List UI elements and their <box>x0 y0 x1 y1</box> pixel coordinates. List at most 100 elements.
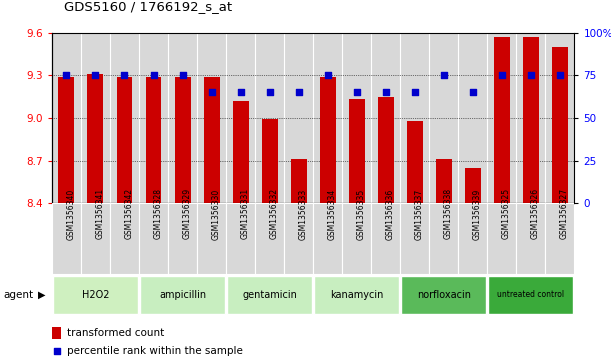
Bar <box>117 77 133 203</box>
Bar <box>552 47 568 203</box>
Bar <box>255 203 284 274</box>
Text: kanamycin: kanamycin <box>330 290 383 300</box>
Bar <box>227 276 312 314</box>
Text: GSM1356330: GSM1356330 <box>211 188 221 240</box>
Text: percentile rank within the sample: percentile rank within the sample <box>67 346 243 356</box>
Bar <box>255 33 284 203</box>
Bar <box>458 203 488 274</box>
Bar <box>516 203 546 274</box>
Point <box>410 90 420 95</box>
Point <box>352 90 362 95</box>
Text: GSM1356339: GSM1356339 <box>473 188 481 240</box>
Bar <box>53 276 138 314</box>
Text: gentamicin: gentamicin <box>242 290 297 300</box>
Bar <box>488 203 516 274</box>
Bar <box>407 121 423 203</box>
Bar <box>233 101 249 203</box>
Point <box>468 90 478 95</box>
Text: untreated control: untreated control <box>497 290 565 299</box>
Bar <box>203 77 219 203</box>
Bar <box>110 203 139 274</box>
Bar <box>226 203 255 274</box>
Bar <box>465 168 481 203</box>
Bar <box>291 159 307 203</box>
Bar <box>52 203 81 274</box>
Bar <box>401 276 486 314</box>
Text: transformed count: transformed count <box>67 328 164 338</box>
Bar <box>523 37 539 203</box>
Text: GSM1356334: GSM1356334 <box>327 188 337 240</box>
Bar <box>175 77 191 203</box>
Point <box>62 72 71 78</box>
Text: GSM1356325: GSM1356325 <box>502 188 511 240</box>
Text: GSM1356326: GSM1356326 <box>531 188 540 240</box>
Point <box>439 72 448 78</box>
Bar <box>516 33 546 203</box>
Bar <box>342 203 371 274</box>
Bar <box>81 203 110 274</box>
Bar <box>314 276 400 314</box>
Text: norfloxacin: norfloxacin <box>417 290 470 300</box>
Bar <box>284 33 313 203</box>
Bar <box>400 33 429 203</box>
Text: GSM1356329: GSM1356329 <box>183 188 191 240</box>
Bar <box>458 33 488 203</box>
Bar <box>262 119 277 203</box>
Point <box>555 72 565 78</box>
Text: GSM1356328: GSM1356328 <box>153 188 163 239</box>
Bar <box>313 33 342 203</box>
Bar <box>371 203 400 274</box>
Bar <box>429 33 458 203</box>
Bar <box>139 203 168 274</box>
Bar <box>429 203 458 274</box>
Bar <box>81 33 110 203</box>
Bar <box>546 33 574 203</box>
Point <box>148 72 158 78</box>
Bar <box>488 33 516 203</box>
Bar <box>52 327 61 339</box>
Text: GSM1356333: GSM1356333 <box>299 188 307 240</box>
Bar <box>320 77 335 203</box>
Bar <box>52 33 81 203</box>
Text: GSM1356342: GSM1356342 <box>125 188 133 240</box>
Point <box>90 72 100 78</box>
Point <box>207 90 216 95</box>
Point <box>120 72 130 78</box>
Point <box>52 348 62 354</box>
Bar <box>342 33 371 203</box>
Point <box>497 72 507 78</box>
Bar <box>87 74 103 203</box>
Bar <box>197 33 226 203</box>
Text: ampicillin: ampicillin <box>159 290 206 300</box>
Bar <box>488 276 574 314</box>
Bar <box>313 203 342 274</box>
Bar <box>110 33 139 203</box>
Text: GSM1356338: GSM1356338 <box>444 188 453 240</box>
Bar <box>349 99 365 203</box>
Text: GSM1356331: GSM1356331 <box>241 188 249 240</box>
Bar <box>145 77 161 203</box>
Text: GSM1356337: GSM1356337 <box>415 188 423 240</box>
Bar <box>378 97 393 203</box>
Text: agent: agent <box>3 290 33 300</box>
Bar <box>284 203 313 274</box>
Bar <box>139 33 168 203</box>
Bar <box>371 33 400 203</box>
Bar <box>168 203 197 274</box>
Text: GSM1356341: GSM1356341 <box>95 188 104 240</box>
Bar <box>400 203 429 274</box>
Text: GSM1356332: GSM1356332 <box>269 188 279 240</box>
Text: GSM1356335: GSM1356335 <box>357 188 365 240</box>
Point <box>526 72 536 78</box>
Bar <box>546 203 574 274</box>
Text: GSM1356327: GSM1356327 <box>560 188 569 240</box>
Text: GSM1356340: GSM1356340 <box>67 188 75 240</box>
Point <box>381 90 390 95</box>
Point <box>178 72 188 78</box>
Point <box>323 72 332 78</box>
Point <box>294 90 304 95</box>
Bar <box>436 159 452 203</box>
Text: GSM1356336: GSM1356336 <box>386 188 395 240</box>
Text: ▶: ▶ <box>38 290 46 300</box>
Bar <box>226 33 255 203</box>
